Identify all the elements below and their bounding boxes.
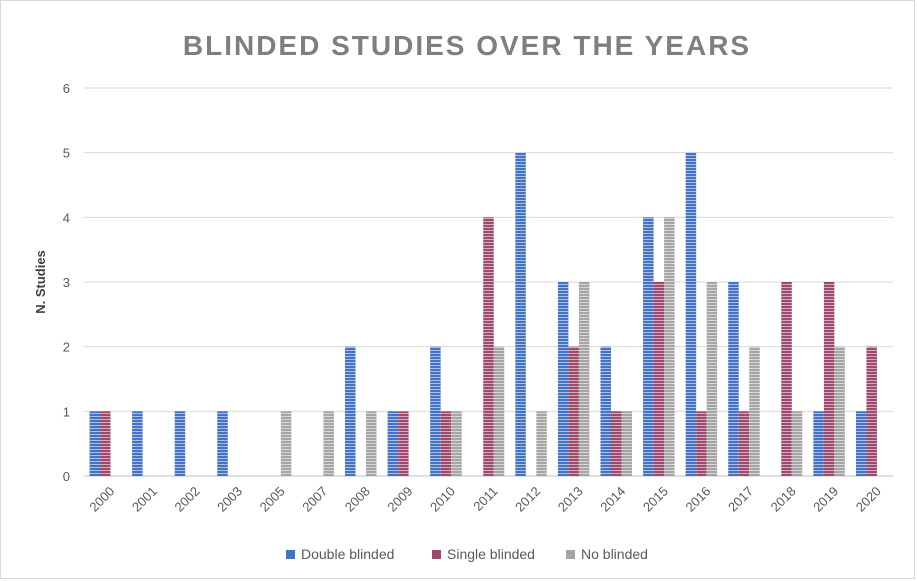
bar-single-blinded bbox=[483, 217, 494, 477]
bar-single-blinded bbox=[653, 282, 665, 476]
bar-no-blinded bbox=[664, 217, 675, 477]
bar-double-blinded bbox=[89, 411, 101, 476]
legend-item: No blinded bbox=[566, 546, 648, 562]
bar-no-blinded bbox=[323, 411, 334, 476]
bar-double-blinded bbox=[685, 152, 697, 476]
bar-double-blinded bbox=[430, 346, 441, 476]
bar-no-blinded bbox=[366, 411, 377, 476]
legend-swatch bbox=[432, 550, 441, 559]
bar-double-blinded bbox=[217, 411, 228, 476]
bar-double-blinded bbox=[515, 152, 526, 476]
x-tick-label: 2007 bbox=[299, 484, 330, 515]
bar-double-blinded bbox=[387, 411, 399, 476]
x-tick-label: 2019 bbox=[810, 484, 841, 515]
y-tick-label: 2 bbox=[63, 340, 70, 355]
bar-no-blinded bbox=[621, 411, 632, 476]
legend-label: Single blinded bbox=[447, 546, 535, 562]
y-tick-label: 4 bbox=[63, 210, 70, 225]
x-tick-label: 2002 bbox=[172, 484, 203, 515]
bar-double-blinded bbox=[728, 282, 739, 476]
bar-no-blinded bbox=[578, 282, 590, 476]
x-tick-label: 2014 bbox=[597, 484, 628, 515]
bar-no-blinded bbox=[493, 346, 505, 476]
x-tick-label: 2011 bbox=[470, 484, 500, 514]
legend-label: Double blinded bbox=[301, 546, 394, 562]
y-tick-label: 1 bbox=[63, 404, 70, 419]
legend-label: No blinded bbox=[581, 546, 648, 562]
bar-single-blinded bbox=[866, 346, 877, 476]
legend-swatch bbox=[286, 550, 295, 559]
bar-single-blinded bbox=[568, 346, 579, 476]
bar-double-blinded bbox=[855, 411, 867, 476]
bar-double-blinded bbox=[174, 411, 186, 476]
bar-double-blinded bbox=[813, 411, 824, 476]
x-tick-label: 2005 bbox=[257, 484, 288, 515]
y-axis-ticks: 0 1 2 3 4 5 6 bbox=[63, 81, 70, 484]
chart-title: BLINDED STUDIES OVER THE YEARS bbox=[183, 30, 751, 61]
bar-no-blinded bbox=[451, 411, 462, 476]
bar-single-blinded bbox=[398, 411, 409, 476]
y-tick-label: 0 bbox=[63, 469, 70, 484]
bar-no-blinded bbox=[536, 411, 547, 476]
bar-single-blinded bbox=[781, 282, 792, 476]
x-tick-label: 2003 bbox=[214, 484, 245, 515]
bar-single-blinded bbox=[696, 411, 707, 476]
x-tick-label: 2013 bbox=[555, 484, 586, 515]
y-tick-label: 3 bbox=[63, 275, 70, 290]
legend: Double blinded Single blinded No blinded bbox=[286, 546, 648, 562]
x-tick-label: 2010 bbox=[427, 484, 458, 515]
bar-no-blinded bbox=[280, 411, 292, 476]
x-tick-label: 2015 bbox=[640, 484, 671, 515]
y-tick-label: 5 bbox=[63, 146, 70, 161]
bar-double-blinded bbox=[643, 217, 654, 477]
bar-single-blinded bbox=[100, 411, 111, 476]
x-tick-label: 2008 bbox=[342, 484, 373, 515]
x-tick-label: 2000 bbox=[86, 484, 117, 515]
x-tick-label: 2012 bbox=[512, 484, 543, 515]
x-tick-label: 2018 bbox=[768, 484, 799, 515]
bar-no-blinded bbox=[791, 411, 803, 476]
x-axis-ticks: 2000 2001 2002 2003 2005 2007 2008 2009 2010 2011… bbox=[86, 484, 883, 515]
legend-item: Single blinded bbox=[432, 546, 535, 562]
legend-item: Double blinded bbox=[286, 546, 394, 562]
y-axis-label: N. Studies bbox=[33, 250, 48, 314]
x-tick-label: 2020 bbox=[853, 484, 884, 515]
bar-single-blinded bbox=[440, 411, 452, 476]
y-tick-label: 6 bbox=[63, 81, 70, 96]
bar-no-blinded bbox=[834, 346, 845, 476]
bar-single-blinded bbox=[823, 282, 835, 476]
bar-double-blinded bbox=[600, 346, 611, 476]
bars bbox=[89, 152, 877, 477]
legend-swatch bbox=[566, 550, 575, 559]
bar-double-blinded bbox=[132, 411, 143, 476]
x-tick-label: 2017 bbox=[725, 484, 756, 515]
bar-double-blinded bbox=[557, 282, 569, 476]
bar-single-blinded bbox=[610, 411, 622, 476]
bar-no-blinded bbox=[706, 282, 718, 476]
x-tick-label: 2009 bbox=[384, 484, 415, 515]
x-tick-label: 2016 bbox=[682, 484, 713, 515]
bar-double-blinded bbox=[345, 346, 356, 476]
bar-no-blinded bbox=[749, 346, 760, 476]
x-tick-label: 2001 bbox=[129, 484, 160, 515]
bar-single-blinded bbox=[738, 411, 750, 476]
